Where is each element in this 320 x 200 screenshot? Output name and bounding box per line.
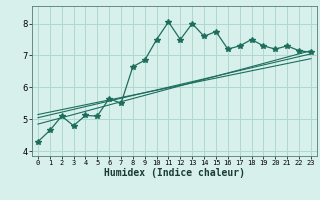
X-axis label: Humidex (Indice chaleur): Humidex (Indice chaleur) [104,168,245,178]
